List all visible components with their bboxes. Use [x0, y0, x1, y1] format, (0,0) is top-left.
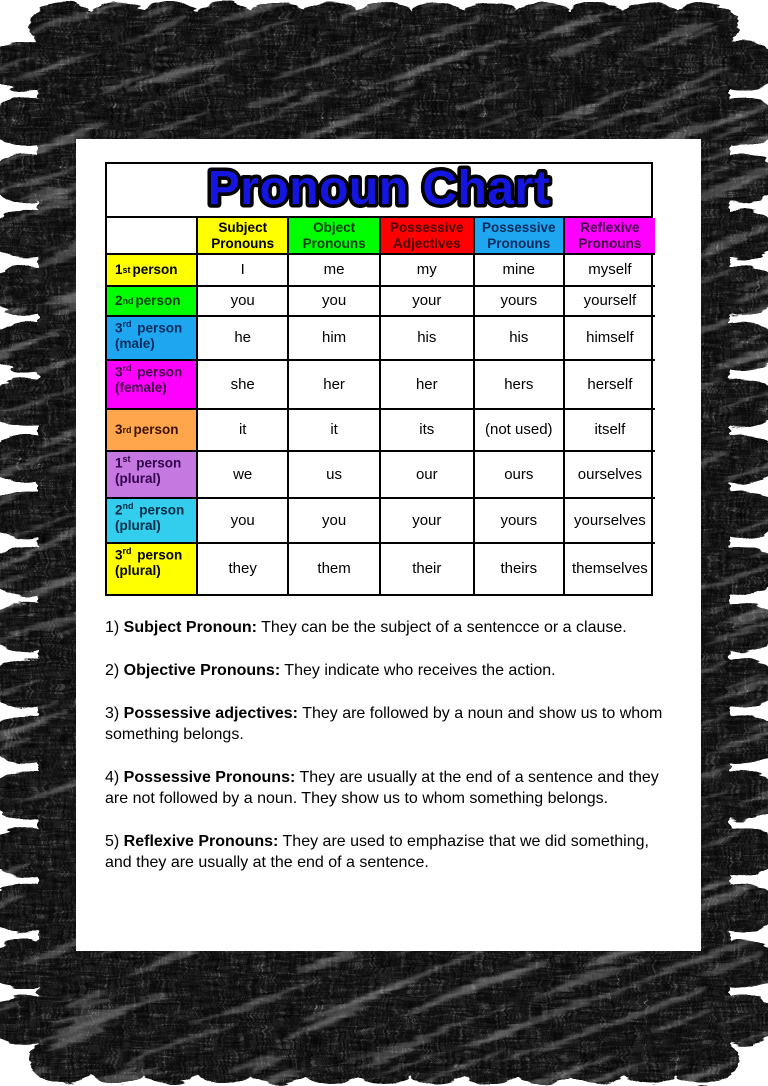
svg-text:Pronoun Chart: Pronoun Chart	[208, 162, 550, 215]
